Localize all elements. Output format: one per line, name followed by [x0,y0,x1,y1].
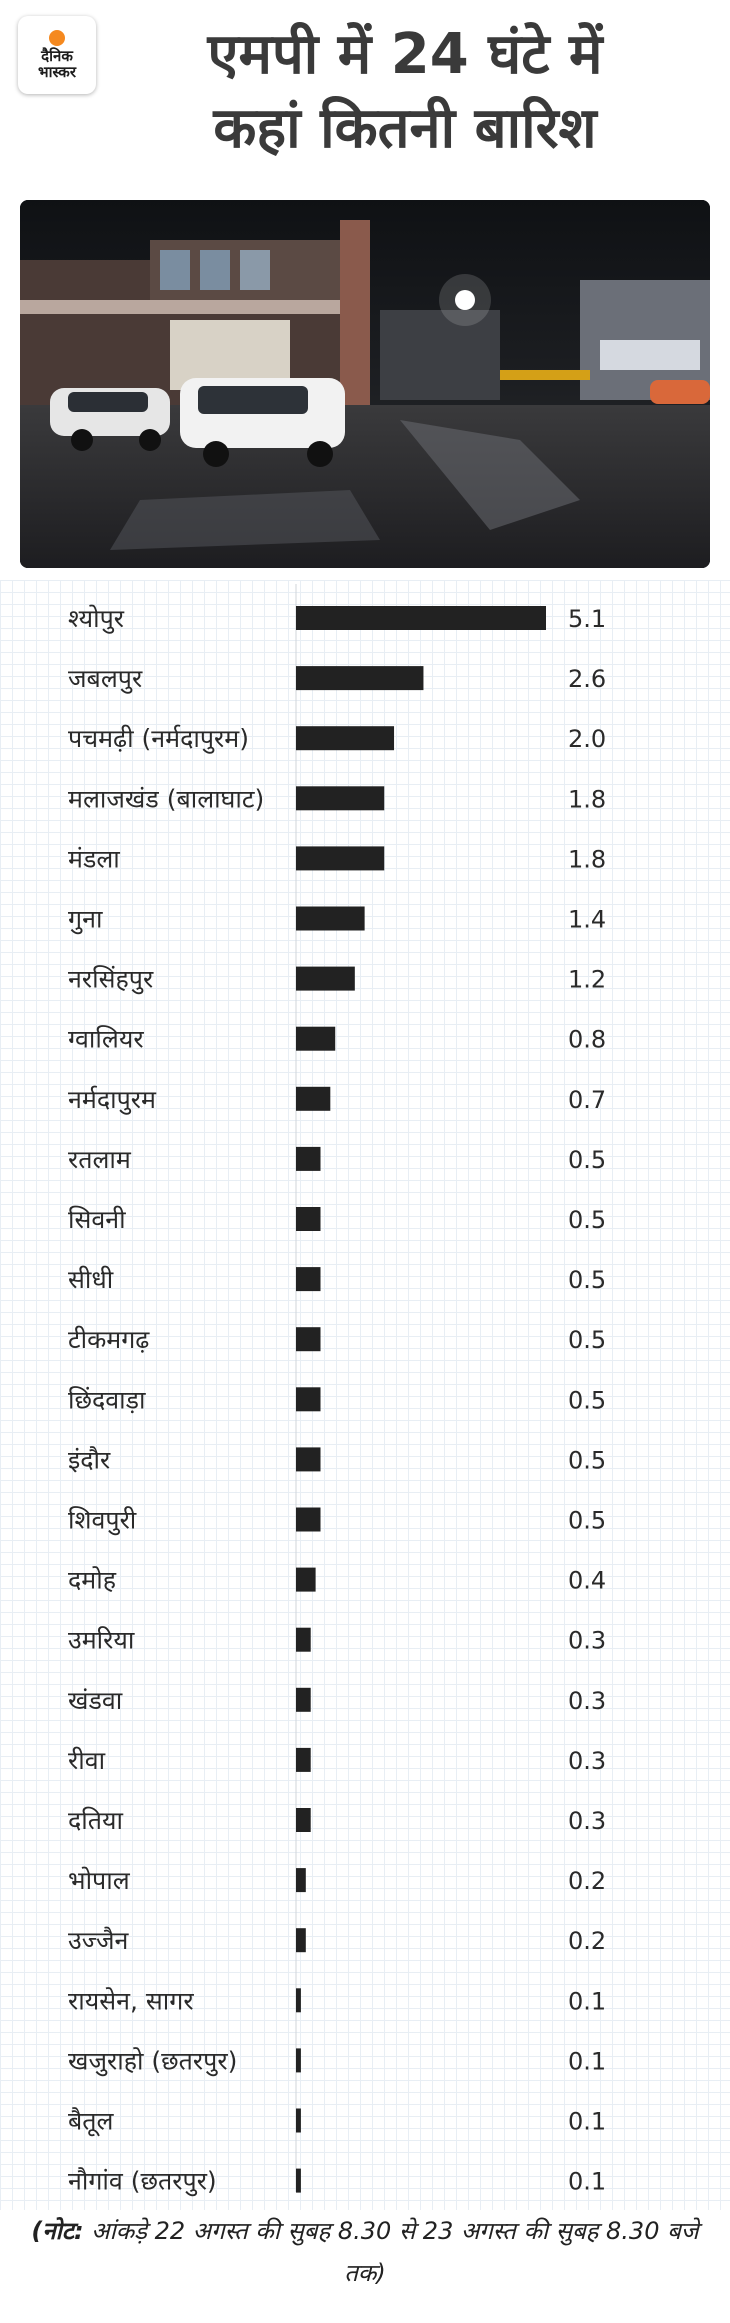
category-label: जबलपुर [68,664,143,694]
category-label: खजुराहो (छतरपुर) [68,2046,237,2076]
rainfall-bar [296,1086,331,1111]
logo-text-line2: भास्कर [38,63,76,81]
category-label: टीकमगढ़ [68,1325,150,1354]
rainfall-bar [296,1447,321,1472]
category-label: छिंदवाड़ा [68,1385,146,1414]
value-label: 0.2 [568,1927,606,1955]
value-label: 1.8 [568,845,606,873]
category-label: नौगांव (छतरपुर) [68,2167,217,2197]
rainfall-bar [296,1868,306,1893]
value-label: 0.1 [568,2047,606,2075]
page-title: एमपी में 24 घंटे में कहां कितनी बारिश [100,18,710,166]
rainfall-bar [296,1327,321,1352]
rainfall-bar [296,1808,311,1832]
category-label: इंदौर [68,1445,111,1474]
rainfall-bar [296,1146,321,1171]
category-label: नरसिंहपुर [68,965,154,995]
rainfall-bar [296,786,385,811]
rainfall-bar [296,606,546,630]
rainfall-bar [296,1026,336,1051]
rainfall-bar [296,906,365,931]
category-label: नर्मदापुरम [68,1085,157,1115]
category-label: दतिया [68,1806,124,1835]
rainfall-bar [296,1928,306,1953]
rainfall-bar [296,726,395,751]
value-label: 0.5 [568,1206,606,1234]
title-line-1: एमपी में 24 घंटे में [207,22,603,87]
rainfall-bar [296,1387,321,1412]
value-label: 0.3 [568,1807,606,1835]
category-label: दमोह [68,1566,117,1595]
rainfall-bar [296,1627,311,1652]
value-label: 0.3 [568,1627,606,1655]
rainfall-bar [296,1988,301,2013]
rainfall-bar [296,1747,311,1772]
value-label: 1.4 [568,906,606,934]
value-label: 0.3 [568,1747,606,1775]
rainfall-bar [296,2048,301,2073]
category-label: मंडला [68,844,120,873]
brand-logo: दैनिक भास्कर [18,16,96,94]
value-label: 0.3 [568,1687,606,1715]
value-label: 0.5 [568,1266,606,1294]
value-label: 0.5 [568,1386,606,1414]
rainfall-bar [296,966,355,991]
value-label: 2.6 [568,665,606,693]
value-label: 5.1 [568,605,606,633]
category-label: उज्जैन [68,1926,130,1955]
footnote-text: आंकड़े 22 अगस्त की सुबह 8.30 से 23 अगस्त… [83,2217,699,2287]
rainfall-bar [296,1267,321,1292]
footnote: (नोट: आंकड़े 22 अगस्त की सुबह 8.30 से 23… [20,2210,710,2294]
value-label: 0.5 [568,1326,606,1354]
rainfall-bar [296,1567,316,1592]
rainfall-bar [296,2168,301,2193]
value-label: 0.1 [568,2168,606,2196]
rainfall-bar [296,666,424,691]
rainfall-bar [296,2108,301,2133]
value-label: 2.0 [568,725,606,753]
category-label: उमरिया [68,1626,135,1655]
value-label: 0.1 [568,2108,606,2136]
value-label: 0.2 [568,1867,606,1895]
rain-street-illustration [20,200,710,568]
rainfall-bar [296,1507,321,1532]
value-label: 0.7 [568,1086,606,1114]
value-label: 0.1 [568,1987,606,2015]
category-label: शिवपुरी [68,1506,137,1536]
rainfall-bar [296,1687,311,1712]
rainfall-bar [296,1207,321,1231]
value-label: 0.5 [568,1146,606,1174]
category-label: खंडवा [68,1686,123,1715]
footnote-prefix: (नोट: [31,2217,84,2245]
value-label: 0.5 [568,1507,606,1535]
rain-street-photo [20,200,710,568]
value-label: 0.5 [568,1446,606,1474]
category-label: भोपाल [68,1866,131,1895]
category-label: रीवा [68,1746,106,1775]
value-label: 1.8 [568,785,606,813]
category-label: सीधी [68,1265,114,1294]
value-label: 0.4 [568,1567,606,1595]
logo-sun-icon [49,30,65,46]
logo-text-line1: दैनिक [41,47,73,65]
value-label: 0.8 [568,1026,606,1054]
title-line-2: कहां कितनी बारिश [213,96,597,161]
category-label: मलाजखंड (बालाघाट) [68,784,264,813]
category-label: सिवनी [68,1205,126,1234]
category-label: ग्वालियर [68,1025,144,1054]
rainfall-bar-chart: श्योपुर 5.1 जबलपुर 2.6 पचमढ़ी (नर्मदापुरम) 2.… [68,584,606,2197]
category-label: श्योपुर [68,604,125,634]
category-label: बैतूल [68,2107,115,2137]
value-label: 1.2 [568,966,606,994]
category-label: पचमढ़ी (नर्मदापुरम) [68,724,249,754]
category-label: रायसेन, सागर [68,1986,194,2015]
category-label: रतलाम [68,1145,132,1174]
rainfall-bar [296,846,385,871]
category-label: गुना [68,905,103,935]
